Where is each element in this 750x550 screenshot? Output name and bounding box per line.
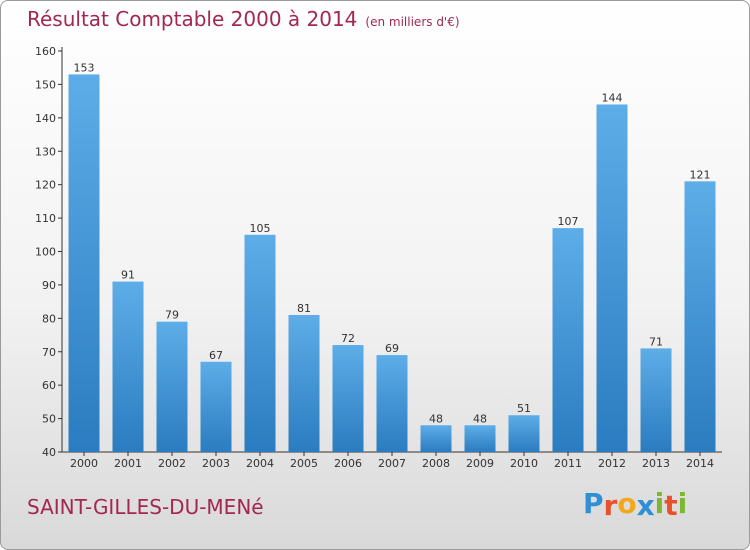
data-label: 79 [165, 309, 179, 322]
x-tick-label: 2007 [378, 457, 406, 470]
title-text: Résultat Comptable 2000 à 2014 [27, 7, 358, 31]
data-label: 91 [121, 269, 135, 282]
bar-2012 [596, 104, 628, 452]
y-tick-label: 40 [42, 446, 56, 459]
x-tick-label: 2006 [334, 457, 362, 470]
bar-2011 [552, 228, 584, 452]
bar-2004 [244, 234, 276, 452]
x-tick-label: 2003 [202, 457, 230, 470]
data-label: 153 [74, 61, 95, 74]
bar-2002 [156, 321, 188, 452]
bar-2000 [68, 74, 100, 453]
logo-letter: i [677, 487, 688, 520]
bar-2006 [332, 345, 364, 452]
bar-2003 [200, 361, 232, 452]
x-tick-label: 2005 [290, 457, 318, 470]
y-tick-label: 150 [35, 78, 56, 91]
x-tick-label: 2004 [246, 457, 274, 470]
data-label: 51 [517, 402, 531, 415]
data-labels: 153 91 79 67 105 81 72 69 48 48 51 107 144 71 121 [74, 61, 711, 425]
proxiti-logo: Proxiti [583, 487, 688, 522]
y-tick-label: 50 [42, 413, 56, 426]
logo-letter: i [654, 487, 665, 520]
data-label: 107 [558, 215, 579, 228]
logo-letter: o [617, 487, 637, 520]
logo-letter: r [603, 489, 618, 522]
y-tick-label: 80 [42, 312, 56, 325]
x-tick-label: 2014 [686, 457, 714, 470]
y-tick-label: 130 [35, 145, 56, 158]
data-label: 81 [297, 302, 311, 315]
data-label: 67 [209, 349, 223, 362]
bars [68, 74, 716, 453]
x-tick-label: 2001 [114, 457, 142, 470]
x-tick-label: 2010 [510, 457, 538, 470]
data-label: 121 [690, 168, 711, 181]
logo-letter: P [583, 487, 604, 520]
y-tick-label: 120 [35, 179, 56, 192]
commune-name: SAINT-GILLES-DU-MENé [27, 495, 264, 519]
bar-2005 [288, 314, 320, 452]
y-tick-label: 60 [42, 379, 56, 392]
data-label: 71 [649, 335, 663, 348]
data-label: 144 [602, 91, 623, 104]
data-label: 72 [341, 332, 355, 345]
bar-2013 [640, 348, 672, 452]
logo-letter: t [664, 489, 678, 522]
x-tick-label: 2011 [554, 457, 582, 470]
data-label: 48 [473, 412, 487, 425]
x-tick-label: 2013 [642, 457, 670, 470]
chart-title: Résultat Comptable 2000 à 2014 (en millie… [27, 7, 460, 31]
y-tick-label: 100 [35, 246, 56, 259]
y-tick-label: 90 [42, 279, 56, 292]
x-tick-label: 2008 [422, 457, 450, 470]
bar-2008 [420, 425, 452, 452]
y-tick-label: 70 [42, 346, 56, 359]
x-tick-label: 2009 [466, 457, 494, 470]
logo-letter: x [636, 489, 655, 522]
y-tick-label: 160 [35, 45, 56, 58]
x-tick-label: 2000 [70, 457, 98, 470]
title-unit: (en milliers d'€) [365, 15, 460, 29]
bar-2009 [464, 425, 496, 452]
bar-2007 [376, 355, 408, 452]
data-label: 105 [250, 222, 271, 235]
bar-2010 [508, 415, 540, 452]
y-tick-label: 110 [35, 212, 56, 225]
bar-2001 [112, 281, 144, 452]
data-label: 48 [429, 412, 443, 425]
bar-2014 [684, 181, 716, 452]
x-tick-label: 2002 [158, 457, 186, 470]
data-label: 69 [385, 342, 399, 355]
y-tick-label: 140 [35, 112, 56, 125]
axes: 40 50 60 70 80 90 100 110 120 130 140 150 160 2000 200… [35, 45, 722, 470]
x-tick-label: 2012 [598, 457, 626, 470]
